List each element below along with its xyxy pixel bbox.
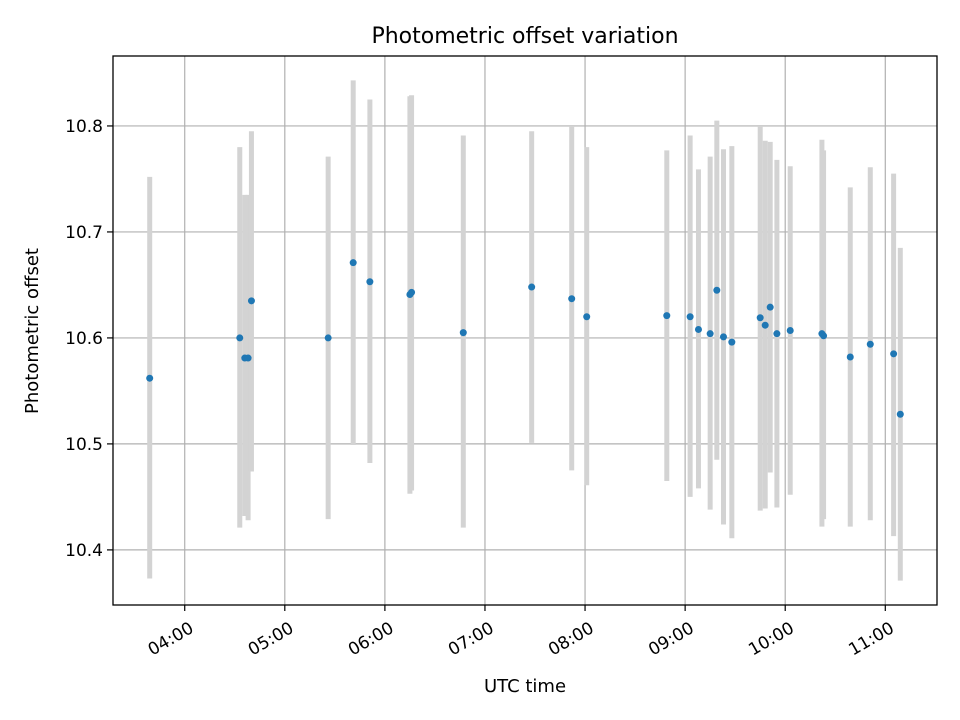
data-points (146, 259, 904, 418)
data-point (896, 410, 904, 418)
data-point (528, 283, 536, 291)
data-point (866, 340, 874, 348)
data-point (706, 330, 714, 338)
data-point (324, 334, 332, 342)
data-point (728, 338, 736, 346)
data-point (408, 288, 416, 296)
chart-title: Photometric offset variation (371, 24, 678, 49)
data-point (366, 278, 374, 286)
data-point (890, 350, 898, 358)
data-point (773, 330, 781, 338)
x-axis-label: UTC time (484, 676, 566, 697)
data-point (756, 314, 764, 322)
y-tick-label: 10.5 (65, 435, 103, 455)
plot-frame (112, 55, 938, 606)
y-axis-ticks: 10.4 10.5 10.6 10.7 10.8 (65, 117, 113, 561)
data-point (686, 313, 694, 321)
y-tick-label: 10.8 (65, 117, 103, 137)
data-point (568, 295, 576, 303)
data-point (766, 303, 774, 311)
data-point (247, 297, 255, 305)
data-point (663, 312, 671, 320)
data-point (146, 374, 154, 382)
data-point (349, 259, 357, 267)
y-axis-label: Photometric offset (22, 248, 43, 414)
data-point (244, 354, 252, 362)
data-point (846, 353, 854, 361)
data-point (236, 334, 244, 342)
data-point (786, 327, 794, 334)
data-point (694, 325, 702, 333)
data-point (761, 321, 769, 329)
data-point (820, 332, 828, 340)
y-tick-label: 10.6 (65, 329, 103, 349)
data-point (583, 313, 591, 321)
data-point (459, 329, 467, 337)
y-tick-label: 10.7 (65, 223, 103, 243)
data-point (713, 286, 721, 294)
y-tick-label: 10.4 (65, 541, 103, 561)
data-point (719, 333, 727, 341)
